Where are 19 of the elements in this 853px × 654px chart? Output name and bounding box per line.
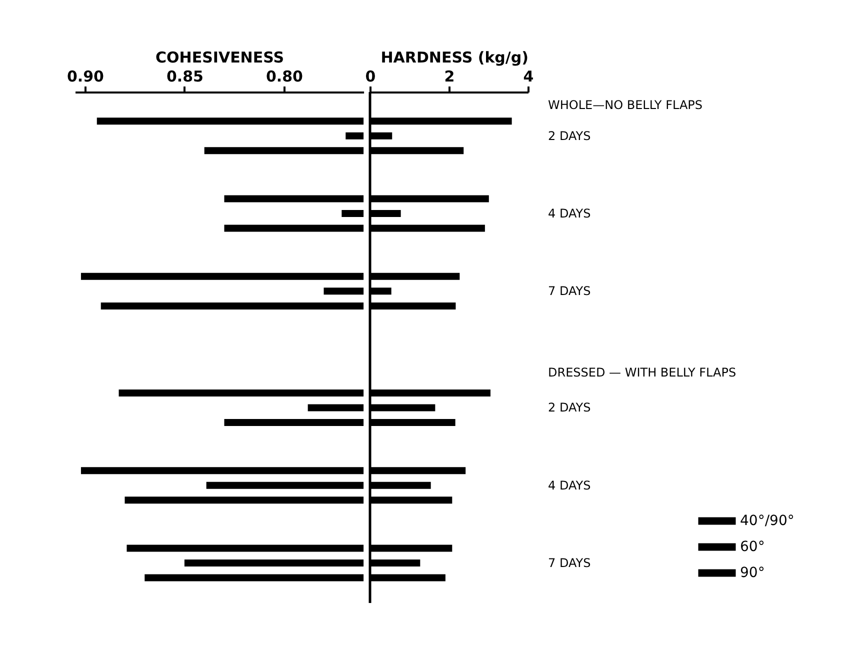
y-tick-label: 7 DAYS <box>548 284 591 298</box>
y-tick-label: 2 DAYS <box>548 128 591 143</box>
x-tick-label: 0.85 <box>166 68 204 86</box>
y-tick-label: 4 DAYS <box>548 206 591 221</box>
y-tick-label: 2 DAYS <box>548 400 591 415</box>
text: DRESSED — WITH BELLY FLAPS <box>548 366 736 380</box>
y-tick-label: 7 DAYS <box>548 556 591 570</box>
x-tick-label: 0.90 <box>66 68 104 86</box>
legend-label: 40°/90° <box>740 513 794 529</box>
x-tick-label: 0 <box>365 68 376 86</box>
legend-label: 90° <box>740 565 765 581</box>
x-axis-title: HARDNESS (kg/g) <box>380 48 528 66</box>
x-tick-label: 4 <box>523 68 534 86</box>
x-tick-label: 0.80 <box>266 68 303 86</box>
x-tick-label: 2 <box>444 68 455 86</box>
legend-label: 60° <box>740 539 765 555</box>
text: WHOLE—NO BELLY FLAPS <box>548 98 702 112</box>
x-axis-title: COHESIVENESS <box>156 48 284 66</box>
y-tick-label: 4 DAYS <box>548 478 591 492</box>
